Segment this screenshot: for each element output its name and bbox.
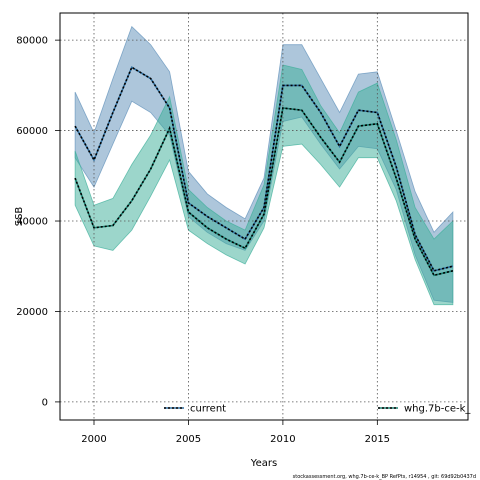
y-tick-label-80000: 80000	[16, 36, 48, 47]
legend-label-2: whg.7b-ce-k_	[404, 404, 471, 415]
x-tick-label-2010: 2010	[270, 434, 295, 445]
series-line-dots-2	[74, 107, 454, 277]
y-tick-label-60000: 60000	[16, 126, 48, 137]
axes: 2000 2005 2010 2015 0 20000 40000 60000 80000	[16, 36, 390, 445]
series-line-dots-1	[74, 66, 454, 272]
y-tick-label-40000: 40000	[16, 217, 48, 228]
series-lines	[74, 66, 454, 277]
x-axis-title: Years	[250, 458, 277, 469]
legend-label-1: current	[190, 404, 226, 415]
grid-lines	[60, 13, 468, 420]
credit-text: stockassessment.org, whg.7b-ce-k_BP RefP…	[293, 474, 476, 480]
plot-frame	[59, 12, 469, 421]
x-tick-label-2005: 2005	[176, 434, 201, 445]
y-axis-title: SSB	[14, 207, 25, 227]
y-tick-label-0: 0	[42, 397, 48, 408]
x-tick-label-2015: 2015	[365, 434, 390, 445]
y-tick-label-20000: 20000	[16, 307, 48, 318]
x-tick-label-2000: 2000	[81, 434, 106, 445]
legend: current whg.7b-ce-k_	[164, 404, 471, 415]
